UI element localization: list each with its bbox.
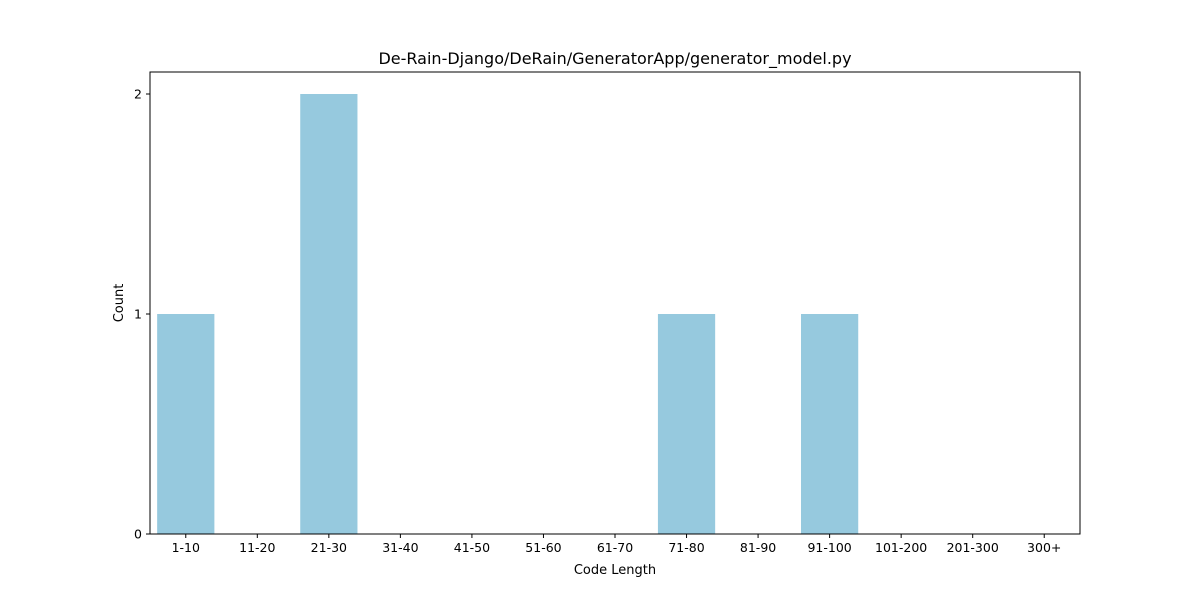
y-axis-label: Count [112, 284, 127, 323]
y-tick-label: 1 [134, 307, 142, 322]
x-tick-label: 41-50 [454, 540, 490, 555]
x-tick-label: 91-100 [807, 540, 851, 555]
x-tick-label: 300+ [1027, 540, 1061, 555]
y-tick-label: 0 [134, 527, 142, 542]
plot-frame [149, 71, 1081, 535]
x-tick-label: 81-90 [740, 540, 776, 555]
x-tick-label: 11-20 [239, 540, 275, 555]
bar-91-100 [801, 314, 859, 534]
x-tick-label: 61-70 [597, 540, 633, 555]
bar-71-80 [657, 314, 716, 534]
x-tick-label: 1-10 [172, 540, 200, 555]
x-axis-label: Code Length [574, 563, 656, 578]
bar-1-10 [157, 314, 215, 534]
bar-21-30 [300, 94, 358, 534]
x-tick-label: 21-30 [311, 540, 347, 555]
x-tick-label: 201-300 [947, 540, 999, 555]
x-tick-label: 101-200 [875, 540, 927, 555]
x-tick-label: 71-80 [668, 540, 704, 555]
y-axis-ticks: 0 1 2 [134, 87, 150, 542]
x-axis-ticks: 1-10 11-20 21-30 31-40 41-50 51-60 61-70 71-80 8… [172, 534, 1061, 555]
x-tick-label: 31-40 [382, 540, 418, 555]
x-tick-label: 51-60 [525, 540, 561, 555]
chart-title: De-Rain-Django/DeRain/GeneratorApp/gener… [378, 49, 851, 69]
bars-group [157, 94, 859, 534]
y-tick-label: 2 [134, 87, 142, 102]
